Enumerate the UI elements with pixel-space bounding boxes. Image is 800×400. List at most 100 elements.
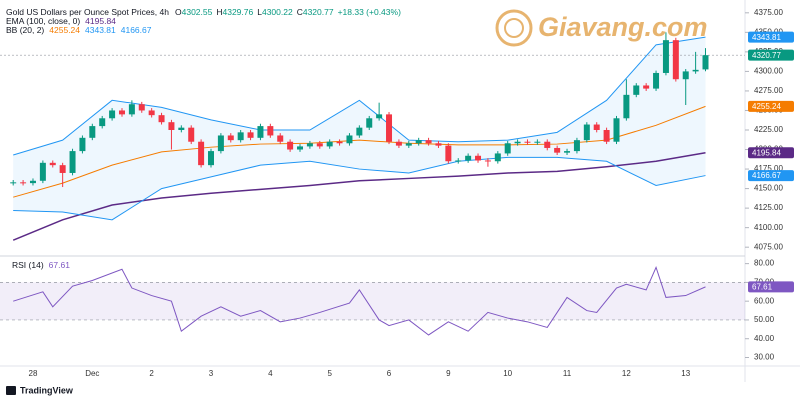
logo-mark	[6, 386, 16, 395]
candle-body	[524, 141, 531, 143]
ohlc-value: 4320.77	[303, 7, 334, 17]
candle-body	[316, 143, 323, 147]
candle-body	[425, 140, 432, 144]
candle-body	[445, 145, 452, 162]
ohlc-value: 4329.76	[223, 7, 254, 17]
candle-body	[39, 162, 46, 181]
candle-body	[682, 71, 689, 80]
candle-body	[277, 135, 284, 142]
y-tick-label: 50.00	[754, 315, 775, 324]
y-tick-label: 4125.00	[754, 203, 783, 212]
candle-body	[593, 124, 600, 130]
candle-body	[544, 141, 551, 148]
y-tick-label: 4275.00	[754, 86, 783, 95]
candle-body	[198, 141, 205, 166]
watermark-logo-inner	[504, 18, 524, 38]
y-tick-label: 4300.00	[754, 67, 783, 76]
price-tag-label: 4255.24	[752, 102, 781, 111]
candle-body	[247, 132, 254, 138]
legend-name: EMA (100, close, 0)	[6, 16, 80, 26]
x-tick-label: 2	[149, 369, 154, 378]
y-tick-label: 4075.00	[754, 242, 783, 251]
legend-ema: EMA (100, close, 0) 4195.84	[6, 16, 116, 26]
legend-bb: BB (20, 2) 4255.24 4343.81 4166.67	[6, 25, 152, 35]
legend-value: 4195.84	[85, 16, 116, 26]
candle-body	[336, 141, 343, 144]
price-tag	[748, 49, 794, 61]
ohlc-value: 4302.55	[182, 7, 213, 17]
ohlc-label: C	[297, 7, 303, 17]
ohlc-label: L	[257, 7, 262, 17]
x-tick-label: 11	[563, 369, 572, 378]
watermark: Giavang.com	[495, 9, 708, 47]
candle-body	[366, 118, 373, 128]
candle-body	[583, 124, 590, 141]
y-tick-label: 80.00	[754, 259, 775, 268]
legend-value: 4166.67	[121, 25, 152, 35]
legend-value: 4343.81	[85, 25, 116, 35]
candle-body	[613, 118, 620, 142]
plot: 4075.004100.004125.004150.004175.004200.…	[0, 8, 794, 378]
candle-body	[99, 118, 106, 127]
candle-body	[514, 141, 521, 144]
candle-body	[29, 180, 36, 184]
tradingview-logo: TradingView	[6, 385, 74, 395]
x-tick-label: 12	[622, 369, 631, 378]
candle-body	[188, 127, 195, 142]
candle-body	[257, 126, 264, 138]
legend-name: BB (20, 2)	[6, 25, 44, 35]
x-tick-label: 4	[268, 369, 273, 378]
price-tag-label: 4343.81	[752, 33, 781, 42]
candle-body	[109, 110, 116, 119]
price-tag	[748, 31, 794, 43]
candle-body	[138, 104, 145, 111]
candle-body	[662, 40, 669, 73]
candle-body	[356, 127, 363, 136]
price-tag-label: 4195.84	[752, 148, 781, 157]
candle-body	[672, 40, 679, 80]
watermark-text: Giavang.com	[538, 12, 708, 42]
price-tag	[748, 100, 794, 112]
candle-body	[395, 141, 402, 146]
x-tick-label: 10	[503, 369, 512, 378]
legend-rsi: RSI (14) 67.61	[12, 260, 70, 270]
y-tick-label: 4175.00	[754, 164, 783, 173]
candle-body	[148, 110, 155, 116]
band-fill	[0, 282, 745, 320]
candle-body	[465, 155, 472, 161]
candle-body	[435, 143, 442, 146]
price-tag-label: 4166.67	[752, 171, 781, 180]
candle-body	[475, 155, 482, 161]
candle-body	[415, 140, 422, 144]
x-tick-label: 9	[446, 369, 451, 378]
indicator-line	[13, 156, 706, 221]
rsi-line	[13, 265, 706, 336]
candle-body	[623, 94, 630, 119]
candle-body	[653, 72, 660, 89]
candle-body	[178, 127, 185, 130]
candle-body	[217, 135, 224, 152]
candle-body	[306, 143, 313, 147]
candle-body	[603, 130, 610, 142]
x-tick-label: 28	[29, 369, 38, 378]
candle-body	[267, 126, 274, 136]
candle-body	[643, 85, 650, 89]
candle-body	[208, 151, 214, 166]
candle-body	[20, 182, 27, 184]
candle-body	[405, 143, 412, 146]
y-tick-label: 4150.00	[754, 184, 783, 193]
candle-body	[326, 141, 333, 147]
candle-body	[692, 69, 699, 72]
candle-body	[534, 141, 541, 143]
candle-body	[10, 182, 17, 184]
price-tag	[748, 281, 794, 293]
x-tick-label: 13	[681, 369, 690, 378]
candle-body	[118, 110, 125, 115]
y-tick-label: 40.00	[754, 334, 775, 343]
price-tag	[748, 170, 794, 182]
x-tick-label: 6	[387, 369, 392, 378]
candle-body	[158, 115, 165, 123]
candle-body	[128, 104, 135, 115]
indicator-line	[12, 152, 706, 241]
